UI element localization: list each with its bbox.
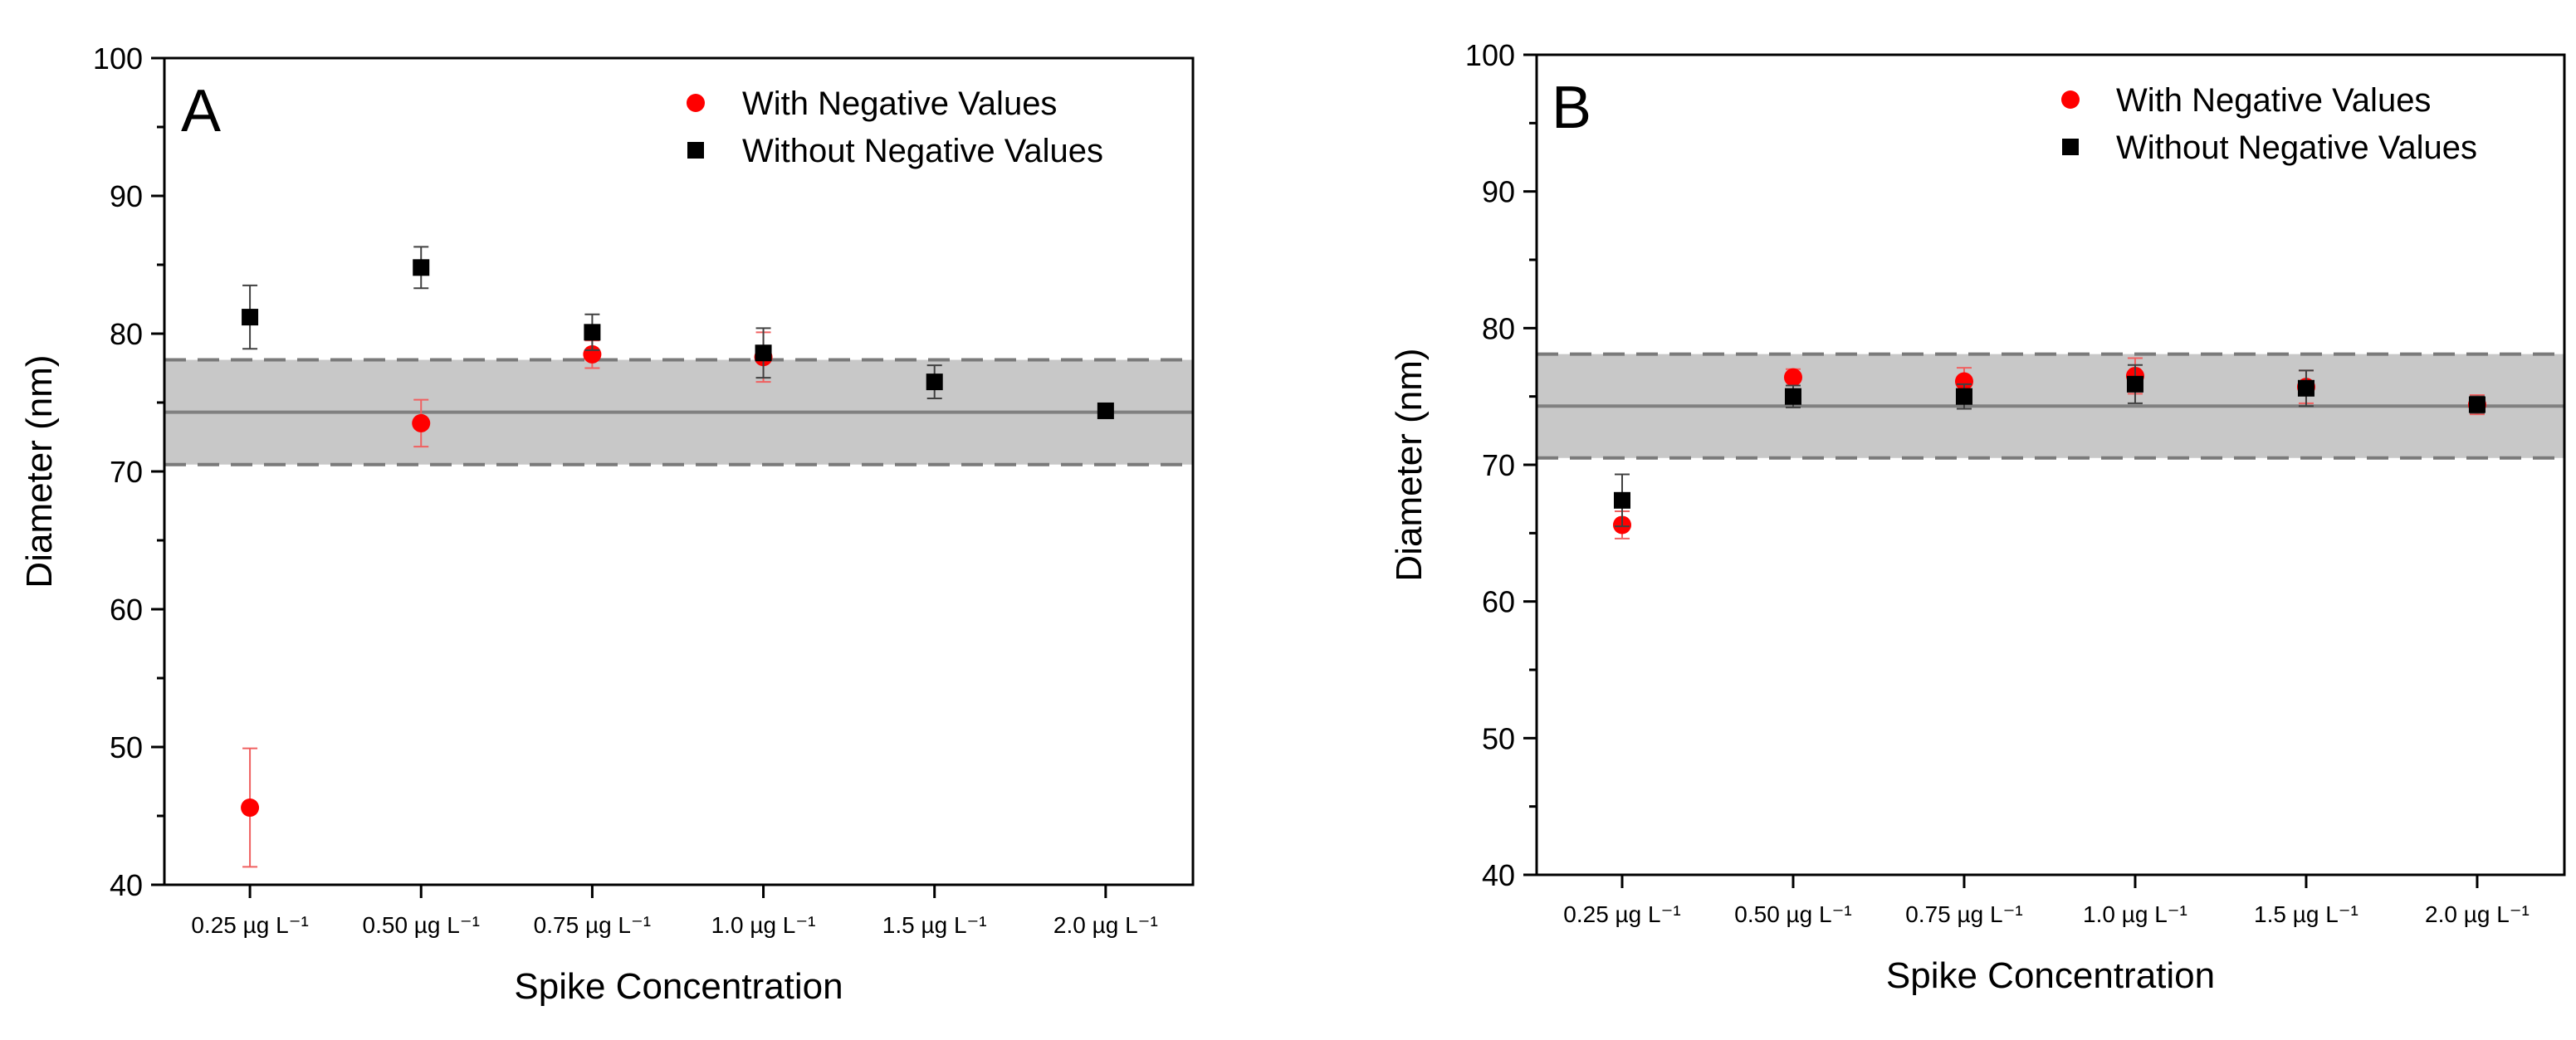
legend-marker-circle — [687, 94, 705, 112]
y-tick-label: 100 — [93, 42, 143, 76]
data-point-with-negative — [1783, 368, 1802, 387]
x-tick-label: 0.25 µg L⁻¹ — [191, 912, 308, 938]
y-tick-label: 100 — [1465, 38, 1515, 72]
x-tick-label: 1.0 µg L⁻¹ — [711, 912, 816, 938]
plot-frame — [163, 56, 1195, 886]
y-tick-label: 90 — [110, 179, 143, 213]
data-point-without-negative — [755, 344, 772, 362]
y-tick-label: 70 — [110, 455, 143, 489]
y-tick-label: 70 — [1482, 448, 1515, 482]
y-tick-label: 60 — [1482, 585, 1515, 619]
y-tick-label: 40 — [110, 868, 143, 902]
data-point-without-negative — [2468, 396, 2486, 413]
panel-label: B — [1552, 75, 1591, 141]
data-point-without-negative — [2126, 375, 2143, 393]
data-point-without-negative — [1613, 491, 1630, 509]
x-tick-label: 2.0 µg L⁻¹ — [1053, 912, 1158, 938]
plot-frame — [1535, 53, 2566, 876]
data-point-without-negative — [1955, 388, 1972, 405]
data-point-with-negative — [1954, 372, 1973, 391]
data-point-without-negative — [1097, 402, 1114, 419]
data-point-without-negative — [584, 324, 601, 341]
legend-label: With Negative Values — [2116, 82, 2431, 119]
y-tick-label: 90 — [1482, 175, 1515, 209]
legend-label: With Negative Values — [742, 85, 1057, 122]
data-point-without-negative — [2297, 379, 2314, 397]
y-tick-label: 50 — [1482, 721, 1515, 755]
legend-label: Without Negative Values — [742, 133, 1103, 169]
y-tick-label: 80 — [110, 317, 143, 351]
panel-label: A — [181, 78, 221, 144]
legend-marker-circle — [2061, 90, 2080, 109]
legend-marker-square — [687, 142, 704, 159]
x-tick-label: 1.5 µg L⁻¹ — [2254, 901, 2358, 927]
x-tick-label: 0.50 µg L⁻¹ — [363, 912, 480, 938]
panel-a-chart: 40 50 60 70 80 90 100 0.25 µg L⁻¹ 0.50 µg L⁻¹ 0.7… — [19, 42, 1195, 1007]
x-tick-label: 1.0 µg L⁻¹ — [2083, 901, 2187, 927]
data-point-with-negative — [241, 798, 260, 818]
data-point-without-negative — [1784, 388, 1801, 405]
x-tick-label: 0.50 µg L⁻¹ — [1734, 901, 1851, 927]
data-point-without-negative — [242, 309, 259, 326]
y-axis-title: Diameter (nm) — [1389, 348, 1430, 581]
x-tick-label: 0.25 µg L⁻¹ — [1563, 901, 1680, 927]
data-point-without-negative — [413, 259, 430, 276]
y-axis-title: Diameter (nm) — [19, 354, 60, 588]
data-point-with-negative — [412, 413, 431, 432]
legend-marker-square — [2062, 139, 2079, 155]
x-axis-title: Spike Concentration — [514, 966, 843, 1007]
y-tick-label: 50 — [110, 730, 143, 764]
x-tick-label: 0.75 µg L⁻¹ — [534, 912, 651, 938]
x-axis-title: Spike Concentration — [1886, 955, 2215, 996]
x-tick-label: 0.75 µg L⁻¹ — [1905, 901, 2022, 927]
panel-b-chart: 40 50 60 70 80 90 100 0.25 µg L⁻¹ 0.50 µg L⁻¹ 0.7… — [1389, 38, 2566, 996]
legend-label: Without Negative Values — [2116, 129, 2477, 166]
x-tick-label: 1.5 µg L⁻¹ — [882, 912, 987, 938]
x-tick-label: 2.0 µg L⁻¹ — [2425, 901, 2530, 927]
y-tick-label: 40 — [1482, 858, 1515, 892]
data-point-without-negative — [926, 374, 943, 391]
y-tick-label: 80 — [1482, 311, 1515, 345]
y-tick-label: 60 — [110, 593, 143, 627]
